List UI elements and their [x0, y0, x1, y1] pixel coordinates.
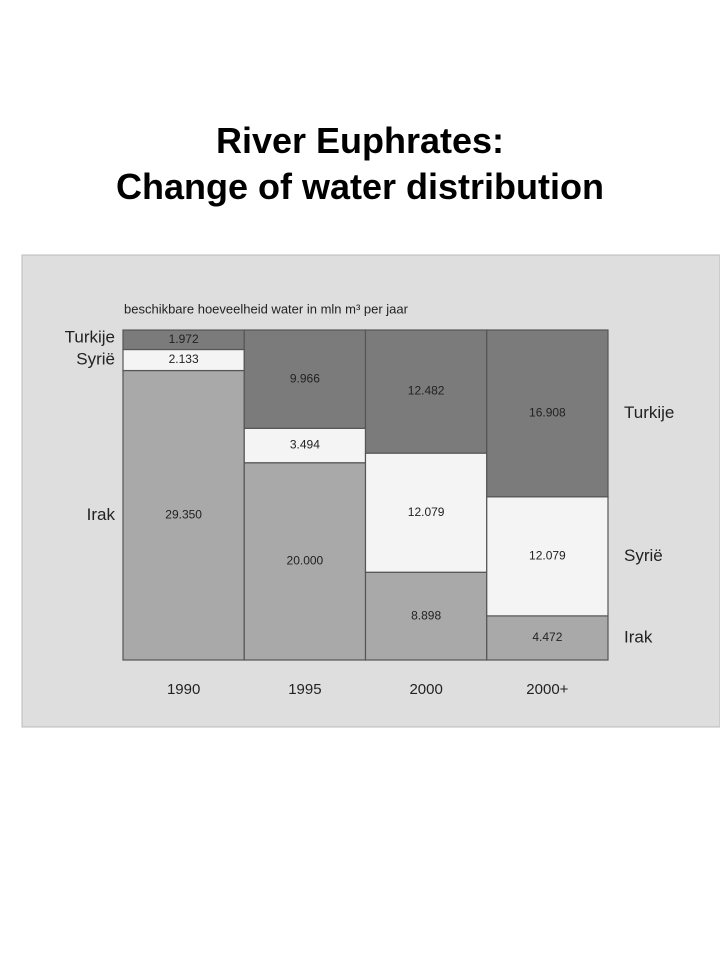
value-label: 16.908: [529, 406, 566, 420]
bar-segment: [486, 329, 609, 498]
bar-segment: [243, 329, 367, 429]
value-label: 29.350: [165, 507, 202, 521]
bar-segment: [122, 369, 245, 661]
legend-label: Turkije: [624, 403, 674, 422]
legend-label: Irak: [87, 505, 116, 524]
value-label: 12.079: [529, 549, 566, 563]
value-label: 9.966: [290, 371, 320, 385]
bar-segment: [486, 615, 609, 661]
value-label: 1.972: [169, 332, 199, 346]
value-label: 3.494: [290, 438, 320, 452]
legend-label: Irak: [624, 627, 653, 646]
x-tick-label: 2000+: [526, 681, 568, 698]
value-label: 2.133: [169, 352, 199, 366]
bar-segment: [364, 329, 488, 454]
value-label: 12.482: [408, 384, 445, 398]
x-tick-label: 1995: [288, 681, 321, 698]
bar-segment: [243, 427, 367, 464]
value-label: 4.472: [532, 630, 562, 644]
value-label: 12.079: [408, 505, 445, 519]
x-tick-label: 1990: [167, 681, 200, 698]
bar-segment: [364, 452, 488, 573]
x-tick-label: 2000: [409, 681, 442, 698]
chart-title: River Euphrates: Change of water distrib…: [115, 120, 604, 207]
legend-label: Syrië: [624, 546, 663, 565]
chart-subtitle: beschikbare hoeveelheid water in mln m³ …: [124, 301, 409, 316]
bar-segment: [486, 496, 609, 617]
value-label: 20.000: [287, 554, 324, 568]
bar-segment: [243, 462, 367, 661]
bar-segment: [364, 571, 488, 661]
value-label: 8.898: [411, 608, 441, 622]
legend-label: Syrië: [76, 350, 115, 369]
legend-label: Turkije: [65, 328, 115, 347]
